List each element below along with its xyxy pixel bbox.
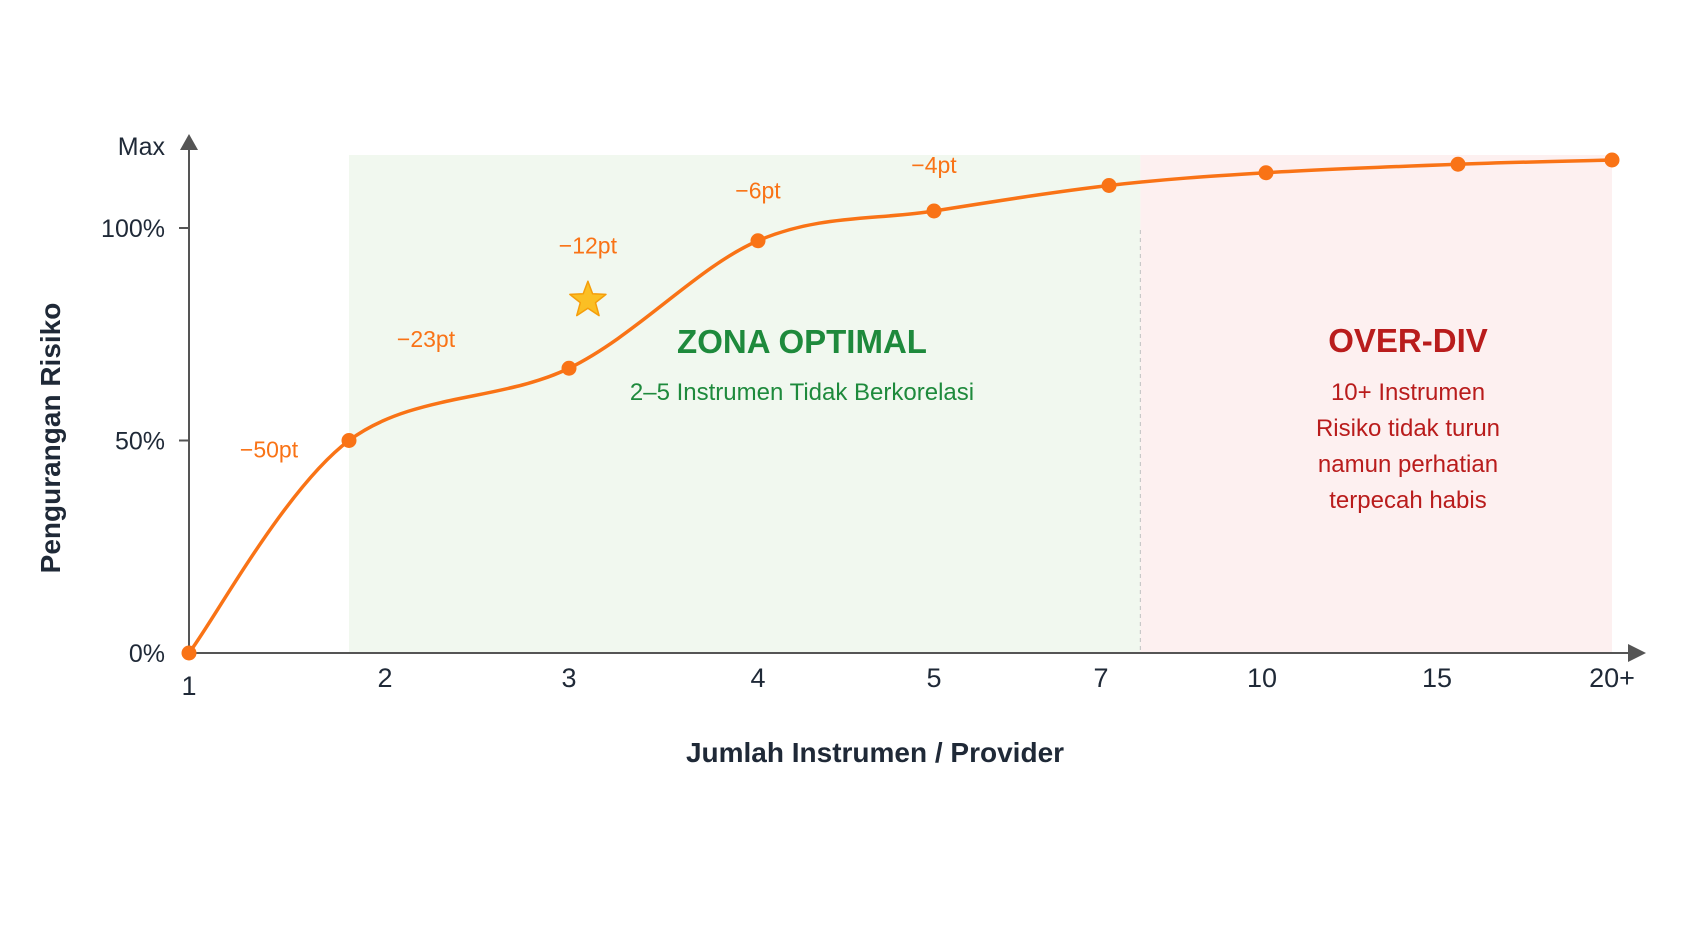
y-tick-label: 0%: [129, 640, 165, 668]
zone-subtitle-over-div: Risiko tidak turun: [1316, 415, 1500, 442]
y-axis-arrow: [180, 134, 198, 150]
x-axis-title: Jumlah Instrumen / Provider: [686, 737, 1064, 768]
x-tick-label: 7: [1093, 663, 1108, 693]
data-point: [1450, 156, 1466, 172]
y-tick-label: 50%: [115, 428, 165, 456]
x-tick-label: 20+: [1589, 663, 1635, 693]
x-tick-label: 10: [1247, 663, 1277, 693]
data-point: [750, 233, 766, 249]
zone-subtitle-over-div: 10+ Instrumen: [1331, 379, 1485, 406]
x-tick-label: 15: [1422, 663, 1452, 693]
delta-annotation: −4pt: [911, 152, 957, 178]
x-tick-label: 1: [181, 671, 196, 701]
y-tick-label: 100%: [101, 215, 165, 243]
data-point: [561, 360, 577, 376]
x-tick-label: 2: [377, 663, 392, 693]
zone-over-div: [1140, 155, 1612, 653]
data-point: [341, 433, 357, 448]
delta-annotation: −6pt: [735, 177, 781, 203]
zones-layer: [349, 155, 1612, 653]
zone-title-over-div: OVER-DIV: [1328, 322, 1488, 359]
x-tick-label: 4: [750, 663, 765, 693]
x-tick-label: 3: [561, 663, 576, 693]
labels-layer: ZONA OPTIMAL 2–5 Instrumen Tidak Berkorel…: [240, 152, 1500, 514]
delta-annotation: −23pt: [397, 326, 456, 352]
line-layer: [181, 152, 1620, 661]
data-point: [181, 645, 197, 661]
zone-subtitle-over-div: namun perhatian: [1318, 451, 1498, 478]
axes-layer: 0% 50% 100% Max 1 2 3 4 5 7 10 15 20+ Jumlah Instrume…: [35, 133, 1646, 768]
star-icon: [569, 280, 607, 317]
x-tick-label: 5: [926, 663, 941, 693]
data-point: [926, 203, 942, 219]
zone-subtitle-optimal: 2–5 Instrumen Tidak Berkorelasi: [630, 379, 974, 406]
zone-optimal: [349, 155, 1141, 653]
series-line: [187, 158, 1614, 655]
x-axis-arrow: [1628, 644, 1646, 662]
data-point: [1258, 165, 1274, 181]
y-axis-title: Pengurangan Risiko: [35, 303, 66, 574]
delta-annotation: −12pt: [559, 233, 618, 259]
zone-subtitle-over-div: terpecah habis: [1329, 487, 1486, 514]
data-point: [1101, 178, 1117, 193]
zone-title-optimal: ZONA OPTIMAL: [677, 323, 927, 360]
data-point: [1604, 152, 1620, 168]
y-tick-label: Max: [118, 133, 166, 161]
delta-annotation: −50pt: [240, 437, 299, 463]
